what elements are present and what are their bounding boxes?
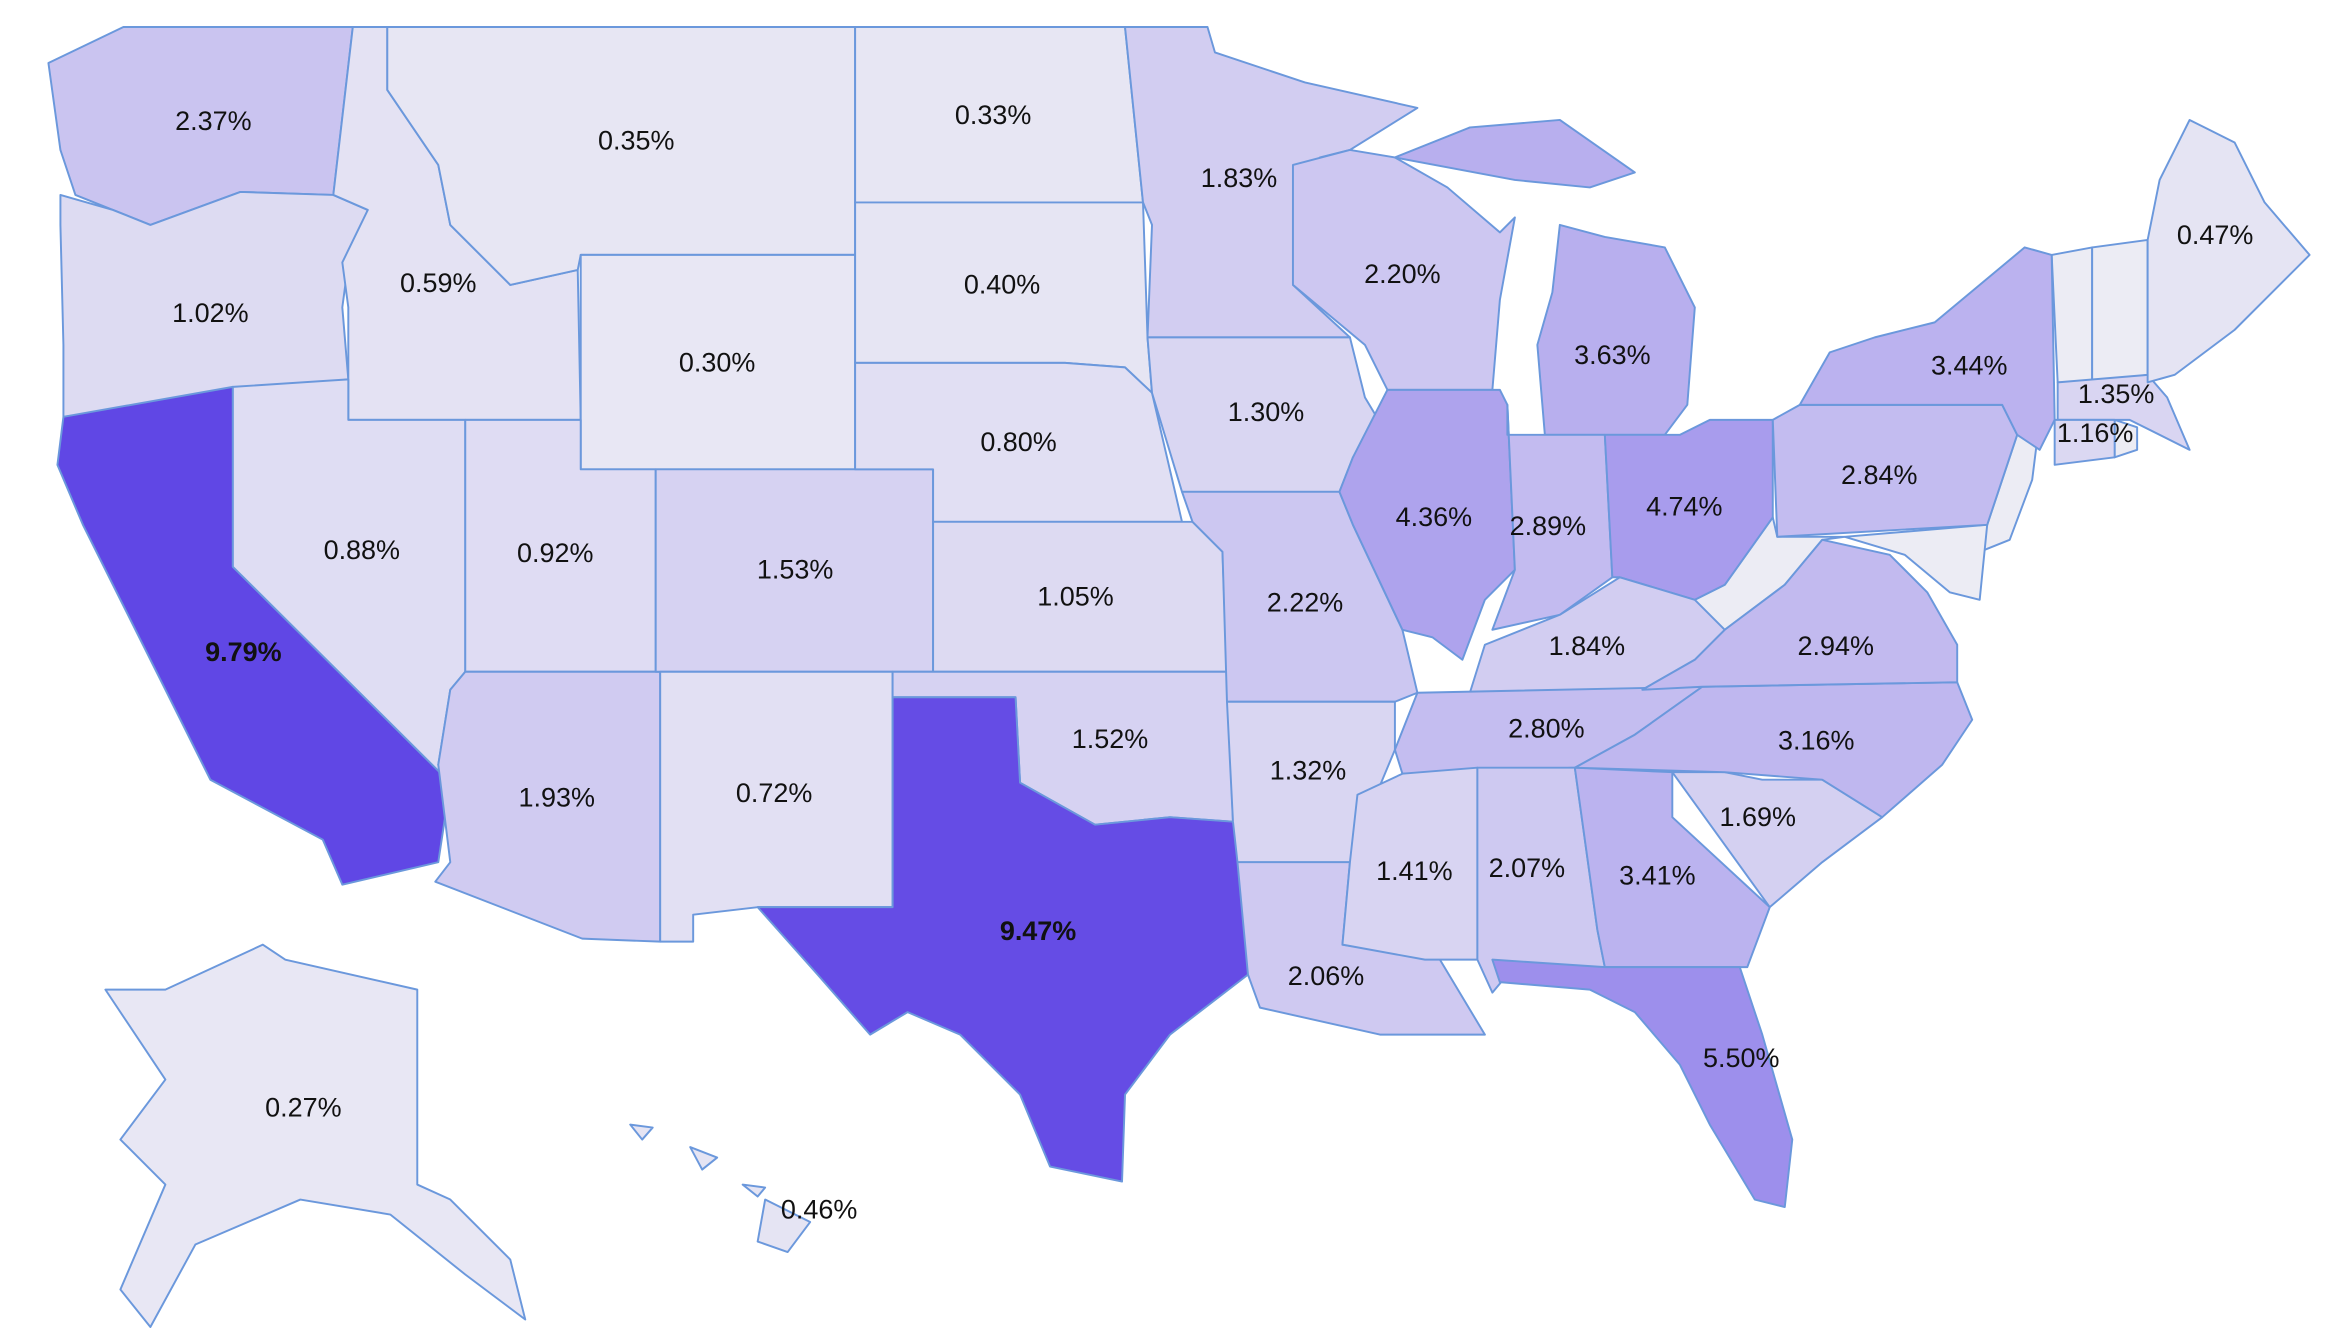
value-label: 3.16% <box>1778 725 1854 755</box>
value-label: 1.35% <box>2078 379 2154 409</box>
value-label: 1.16% <box>2057 418 2133 448</box>
value-label: 1.30% <box>1228 397 1304 427</box>
region <box>2091 238 2149 384</box>
region <box>1338 388 1516 661</box>
region <box>104 943 527 1328</box>
region <box>1573 766 1771 969</box>
value-label: 3.63% <box>1574 340 1650 370</box>
value-label: 2.84% <box>1841 460 1917 490</box>
value-label: 2.22% <box>1267 587 1343 617</box>
value-label: 0.80% <box>980 427 1056 457</box>
region <box>1603 418 1774 601</box>
value-label: 0.59% <box>400 268 476 298</box>
value-label: 1.69% <box>1720 802 1796 832</box>
value-label: 1.32% <box>1270 755 1346 785</box>
value-label: 0.46% <box>781 1195 857 1225</box>
value-label: 0.88% <box>324 535 400 565</box>
value-label: 5.50% <box>1703 1043 1779 1073</box>
value-label: 2.80% <box>1508 713 1584 743</box>
value-label: 0.72% <box>736 778 812 808</box>
value-label: 0.33% <box>955 100 1031 130</box>
value-label: 4.74% <box>1646 491 1722 521</box>
value-label: 1.83% <box>1201 163 1277 193</box>
value-label: 2.20% <box>1364 259 1440 289</box>
region <box>2053 418 2116 466</box>
region <box>1641 538 1959 691</box>
value-label: 2.07% <box>1489 853 1565 883</box>
value-label: 1.84% <box>1549 631 1625 661</box>
value-label: 0.92% <box>517 538 593 568</box>
value-label: 1.93% <box>518 782 594 812</box>
region <box>2050 246 2094 384</box>
value-label: 1.53% <box>757 554 833 584</box>
region <box>2146 118 2311 384</box>
value-label: 3.44% <box>1931 350 2007 380</box>
value-label: 0.30% <box>679 347 755 377</box>
value-label: 2.94% <box>1798 631 1874 661</box>
region <box>1341 766 1479 961</box>
region <box>756 696 1249 1183</box>
region <box>1798 246 2056 451</box>
value-label: 0.47% <box>2177 220 2253 250</box>
value-label: 9.47% <box>1000 916 1076 946</box>
value-label: 0.35% <box>598 126 674 156</box>
value-label: 9.79% <box>205 637 281 667</box>
region <box>1491 958 1794 1209</box>
value-label: 3.41% <box>1619 860 1695 890</box>
value-label: 2.89% <box>1510 511 1586 541</box>
region <box>1291 148 1516 391</box>
value-label: 1.05% <box>1037 581 1113 611</box>
value-label: 0.40% <box>964 270 1040 300</box>
value-label: 4.36% <box>1396 502 1472 532</box>
value-label: 2.06% <box>1288 961 1364 991</box>
value-label: 1.52% <box>1072 724 1148 754</box>
region <box>629 1123 812 1254</box>
value-label: 1.41% <box>1376 856 1452 886</box>
value-label: 2.37% <box>175 106 251 136</box>
value-label: 0.27% <box>265 1093 341 1123</box>
region <box>1573 681 1974 819</box>
region <box>1393 118 1696 436</box>
value-label: 1.02% <box>172 298 248 328</box>
